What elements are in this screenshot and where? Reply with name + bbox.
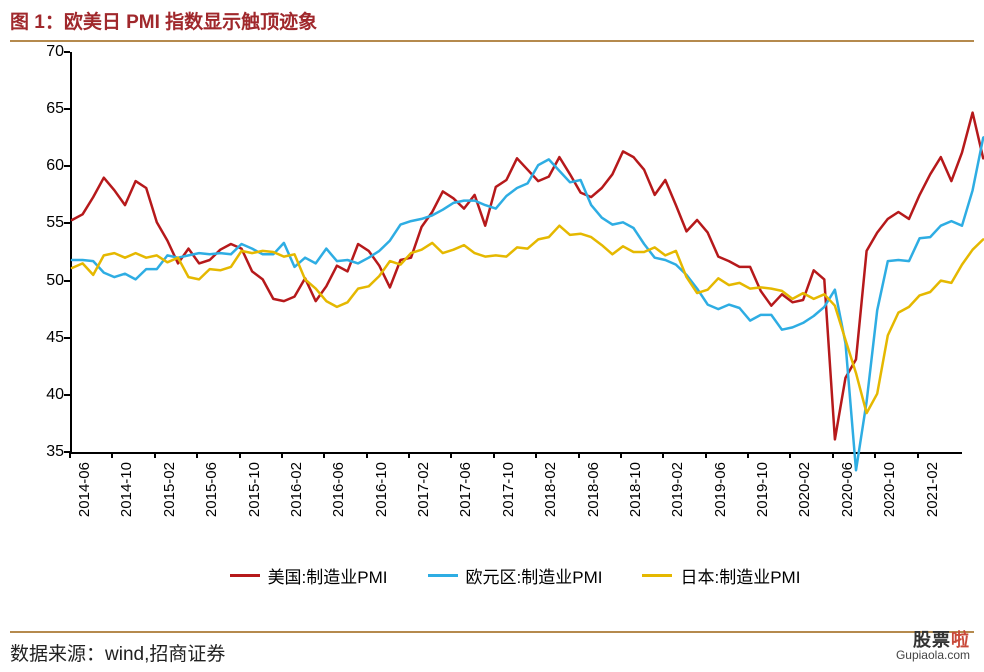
legend-item: 欧元区:制造业PMI [428,563,603,588]
line-svg [72,52,962,452]
x-tick-label: 2015-06 [203,462,220,517]
legend-swatch [428,574,458,577]
y-tick-mark [64,165,70,167]
x-tick-mark [874,452,876,458]
x-tick-label: 2018-06 [585,462,602,517]
y-tick-mark [64,222,70,224]
plot-region [70,52,962,454]
series-line [72,113,983,440]
y-tick-label: 55 [30,214,64,232]
x-tick-label: 2019-02 [669,462,686,517]
x-tick-mark [154,452,156,458]
legend-label: 欧元区:制造业PMI [466,563,603,588]
x-tick-label: 2016-10 [373,462,390,517]
x-tick-mark [450,452,452,458]
y-tick-label: 40 [30,386,64,404]
x-tick-mark [789,452,791,458]
x-tick-mark [705,452,707,458]
watermark-cn: 股票 [913,630,951,650]
watermark: 股票啦 Gupiaola.com [896,631,970,662]
y-tick-label: 70 [30,43,64,61]
legend-swatch [642,574,672,577]
x-tick-label: 2019-10 [754,462,771,517]
y-tick-mark [64,51,70,53]
legend-item: 日本:制造业PMI [642,563,800,588]
y-tick-mark [64,394,70,396]
x-tick-label: 2016-06 [330,462,347,517]
x-tick-label: 2017-02 [415,462,432,517]
legend-item: 美国:制造业PMI [230,563,388,588]
x-tick-label: 2019-06 [712,462,729,517]
x-tick-mark [323,452,325,458]
legend-label: 日本:制造业PMI [680,563,800,588]
x-tick-label: 2021-02 [924,462,941,517]
x-tick-mark [747,452,749,458]
x-tick-mark [239,452,241,458]
watermark-logo: 股票啦 [896,631,970,650]
y-tick-label: 45 [30,329,64,347]
x-tick-mark [69,452,71,458]
y-tick-mark [64,280,70,282]
x-tick-label: 2018-02 [542,462,559,517]
x-tick-mark [662,452,664,458]
x-tick-label: 2017-10 [500,462,517,517]
x-tick-mark [832,452,834,458]
figure-container: 图 1：欧美日 PMI 指数显示触顶迹象 35 40 45 50 55 60 65 70 20… [0,0,984,672]
x-tick-mark [111,452,113,458]
x-tick-label: 2017-06 [457,462,474,517]
y-tick-mark [64,337,70,339]
x-tick-mark [535,452,537,458]
source-footer: 数据来源：wind,招商证券 [10,631,974,666]
x-tick-label: 2020-02 [796,462,813,517]
y-tick-label: 60 [30,157,64,175]
x-tick-label: 2014-06 [76,462,93,517]
y-tick-label: 65 [30,100,64,118]
y-tick-label: 50 [30,272,64,290]
x-tick-label: 2015-02 [161,462,178,517]
x-tick-label: 2018-10 [627,462,644,517]
series-line [72,133,984,470]
x-tick-mark [493,452,495,458]
x-tick-mark [281,452,283,458]
x-tick-mark [620,452,622,458]
chart-area: 3540455055606570 2014-062014-102015-0220… [30,52,960,552]
x-tick-label: 2020-06 [839,462,856,517]
x-tick-mark [196,452,198,458]
x-tick-mark [408,452,410,458]
x-tick-mark [917,452,919,458]
x-tick-mark [578,452,580,458]
legend: 美国:制造业PMI 欧元区:制造业PMI 日本:制造业PMI [70,562,960,588]
watermark-url: Gupiaola.com [896,649,970,662]
x-tick-label: 2015-10 [246,462,263,517]
x-tick-label: 2014-10 [118,462,135,517]
legend-label: 美国:制造业PMI [268,563,388,588]
y-tick-label: 35 [30,443,64,461]
y-tick-mark [64,108,70,110]
figure-title: 图 1：欧美日 PMI 指数显示触顶迹象 [10,7,974,42]
watermark-la: 啦 [951,630,970,650]
x-tick-label: 2016-02 [288,462,305,517]
x-tick-mark [366,452,368,458]
x-tick-label: 2020-10 [881,462,898,517]
legend-swatch [230,574,260,577]
